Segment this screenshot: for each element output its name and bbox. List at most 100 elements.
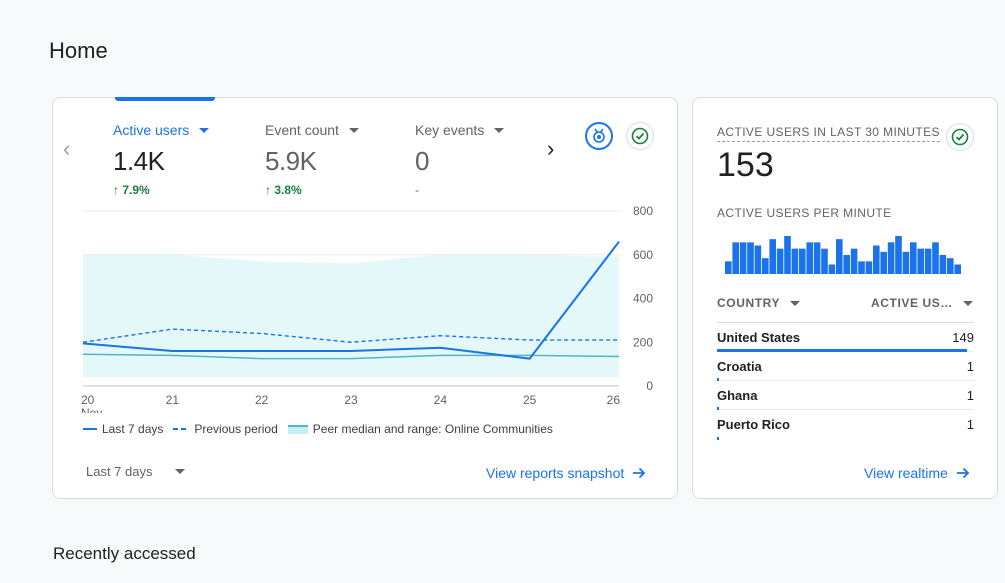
minute-bar: [806, 242, 813, 274]
chevron-right-icon[interactable]: ›: [547, 136, 555, 161]
country-count: 1: [966, 417, 974, 432]
metric-value: 0: [415, 146, 429, 176]
active-users-column-select[interactable]: ACTIVE US…: [871, 296, 973, 310]
minute-bar: [880, 251, 887, 274]
minute-bar: [739, 242, 747, 274]
country-column-select[interactable]: COUNTRY: [717, 296, 801, 310]
minute-bar: [813, 242, 821, 274]
metric-change: -: [415, 183, 419, 197]
minute-bar: [939, 255, 947, 274]
metric-tab-active-users[interactable]: Active users 1.4K ↑ 7.9%: [113, 122, 253, 197]
y-tick-label: 200: [633, 335, 653, 349]
caret-down-icon: [494, 127, 505, 133]
date-range-select[interactable]: Last 7 days: [86, 464, 185, 479]
minute-bar: [769, 239, 776, 274]
share-bar: [717, 349, 967, 352]
metric-tab-event-count[interactable]: Event count 5.9K ↑ 3.8%: [265, 122, 405, 197]
table-row: Croatia 1: [717, 352, 974, 381]
minute-bar: [836, 239, 843, 274]
recently-accessed-heading: Recently accessed: [53, 544, 196, 563]
x-tick-sublabel: Nov: [81, 406, 102, 413]
active-users-line-chart: 0 200 400 600 800 20 21 22 23 24 25 26 Nov: [81, 204, 653, 413]
series-peer-median: [82, 353, 620, 360]
x-tick-label: 25: [523, 393, 537, 407]
minute-bar: [895, 236, 902, 274]
legend-item-last-7-days: Last 7 days: [83, 422, 163, 436]
legend-item-previous-period: Previous period: [173, 422, 278, 436]
country-name: Ghana: [717, 388, 758, 403]
medal-insights-icon[interactable]: [585, 122, 613, 150]
minute-bar: [828, 264, 836, 274]
overview-card: ‹ Active users 1.4K ↑ 7.9% Event count 5…: [52, 97, 678, 499]
minute-bar: [924, 248, 932, 274]
minute-bar: [917, 248, 924, 274]
share-bar: [717, 407, 719, 410]
per-minute-label: ACTIVE USERS PER MINUTE: [717, 206, 892, 220]
table-row: Puerto Rico 1: [717, 410, 974, 440]
caret-down-icon: [790, 300, 801, 306]
table-row: Ghana 1: [717, 381, 974, 410]
arrow-right-icon: [956, 467, 970, 479]
minute-bar: [932, 242, 939, 274]
minute-bar: [799, 248, 806, 274]
y-tick-label: 400: [633, 292, 653, 306]
check-circle-icon[interactable]: [626, 122, 654, 150]
minute-bar: [858, 261, 865, 274]
realtime-title[interactable]: ACTIVE USERS IN LAST 30 MINUTES: [717, 125, 940, 142]
country-count: 149: [952, 330, 974, 345]
share-bar: [717, 378, 719, 381]
country-count: 1: [966, 388, 974, 403]
share-bar: [717, 437, 719, 440]
peer-range-area: [83, 254, 619, 378]
minute-bar: [784, 236, 791, 274]
minute-bar: [873, 245, 880, 274]
caret-down-icon: [348, 127, 359, 133]
minute-bar: [843, 255, 850, 274]
divider: [717, 322, 974, 323]
metric-change: ↑ 3.8%: [265, 183, 302, 197]
country-name: United States: [717, 330, 801, 345]
metric-label[interactable]: Active users: [113, 122, 253, 138]
x-tick-label: 20: [81, 393, 95, 407]
metric-label[interactable]: Event count: [265, 122, 405, 138]
realtime-card: ACTIVE USERS IN LAST 30 MINUTES 153 ACTI…: [692, 97, 998, 499]
minute-bar: [887, 242, 895, 274]
active-tab-indicator: [115, 97, 215, 101]
country-count: 1: [966, 359, 974, 374]
minute-bar: [776, 248, 784, 274]
y-tick-label: 0: [646, 379, 653, 393]
view-realtime-link[interactable]: View realtime: [864, 465, 970, 481]
series-last-7-days: [82, 241, 620, 360]
realtime-country-list: United States 149 Croatia 1 Ghana 1 Puerto …: [717, 323, 974, 440]
caret-down-icon: [199, 127, 210, 133]
metric-label[interactable]: Key events: [415, 122, 555, 138]
metric-value: 1.4K: [113, 146, 165, 176]
metric-change: ↑ 7.9%: [113, 183, 150, 197]
chevron-left-icon[interactable]: ‹: [63, 136, 71, 161]
metric-tab-key-events[interactable]: Key events 0 -: [415, 122, 555, 197]
x-tick-label: 26: [607, 393, 621, 407]
minute-bar: [791, 248, 799, 274]
country-name: Croatia: [717, 359, 762, 374]
minute-bar: [910, 242, 917, 274]
minute-bar: [954, 264, 961, 274]
per-minute-bar-chart: [725, 236, 961, 274]
country-name: Puerto Rico: [717, 417, 790, 432]
minute-bar: [725, 261, 732, 274]
check-circle-icon[interactable]: [946, 123, 974, 151]
x-tick-label: 23: [344, 393, 358, 407]
realtime-value: 153: [717, 146, 774, 184]
minute-bar: [947, 258, 954, 274]
y-tick-label: 600: [633, 248, 653, 262]
minute-bar: [850, 248, 858, 274]
realtime-table-header: COUNTRY ACTIVE US…: [717, 296, 973, 310]
metric-value: 5.9K: [265, 146, 317, 176]
caret-down-icon: [174, 469, 185, 474]
caret-down-icon: [963, 300, 973, 306]
minute-bar: [732, 242, 739, 274]
minute-bar: [902, 251, 910, 274]
arrow-right-icon: [633, 467, 646, 479]
view-reports-snapshot-link[interactable]: View reports snapshot: [486, 465, 646, 481]
x-tick-label: 22: [255, 393, 269, 407]
minute-bar: [865, 261, 873, 274]
